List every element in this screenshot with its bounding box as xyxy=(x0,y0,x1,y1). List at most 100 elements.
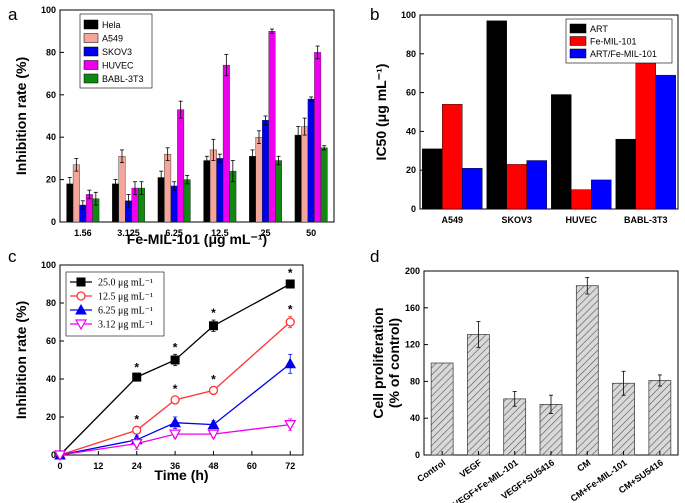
c-y-axis-title: Inhibition rate (%) xyxy=(13,301,29,419)
b-plot-frame xyxy=(419,14,679,210)
d-y-axis-title-2: (% of control) xyxy=(386,318,402,408)
c-significance-star: * xyxy=(288,302,293,316)
d-bar xyxy=(503,398,527,456)
a-ytick-label: 40 xyxy=(46,132,56,142)
a-xtick-label: 3.125 xyxy=(117,228,140,238)
b-ytick-label: 60 xyxy=(406,88,416,98)
b-ytick-label: 100 xyxy=(401,10,416,20)
a-ytick-label: 20 xyxy=(46,175,56,185)
c-ytick-label: 60 xyxy=(46,336,56,346)
c-legend-marker xyxy=(74,319,88,331)
b-bar xyxy=(506,164,527,210)
a-bar-huvec xyxy=(268,31,276,223)
d-bar xyxy=(575,285,599,456)
c-marker xyxy=(207,429,220,441)
c-significance-star: * xyxy=(173,340,178,354)
b-legend-label: Fe-MIL-101 xyxy=(590,37,637,47)
c-marker xyxy=(132,372,142,382)
b-ytick-label: 80 xyxy=(406,49,416,59)
d-y-axis-title: Cell proliferation xyxy=(370,307,386,418)
b-y-axis-title: IC50 (μg mL⁻¹) xyxy=(373,64,389,161)
a-bar-hela xyxy=(249,156,256,223)
a-bar-skov3 xyxy=(307,98,315,223)
c-series-line xyxy=(59,363,291,456)
c-marker xyxy=(169,429,182,441)
b-bar xyxy=(422,148,443,210)
a-ytick-label: 100 xyxy=(41,5,56,15)
a-legend-label: A549 xyxy=(102,34,123,44)
c-marker xyxy=(53,450,67,462)
a-bar-skov3 xyxy=(216,158,224,223)
a-ytick-label: 0 xyxy=(51,217,56,227)
panel-label-c: c xyxy=(8,247,17,266)
c-significance-star: * xyxy=(211,306,216,320)
c-significance-star: * xyxy=(134,413,139,427)
b-ytick-label: 0 xyxy=(411,204,416,214)
d-ytick-label: 120 xyxy=(405,340,420,350)
b-xtick-label: BABL-3T3 xyxy=(624,215,668,225)
c-marker xyxy=(170,395,180,405)
b-bar xyxy=(442,104,463,210)
a-legend-swatch xyxy=(83,73,99,84)
b-ytick-label: 40 xyxy=(406,126,416,136)
chart-a: 0 20 40 60 80 100 1.56 3.125 6.25 12.5 25 50 Fe-MIL-… xyxy=(13,5,335,247)
chart-b: 0 20 40 60 80 100 A549 SKOV3 HUVEC BABL-3T3 IC50 (… xyxy=(373,10,679,225)
a-bar-hela xyxy=(112,183,119,223)
a-bar-babl-3t3 xyxy=(183,179,191,223)
b-legend-label: ART/Fe-MIL-101 xyxy=(590,49,657,59)
c-xtick-label: 36 xyxy=(170,461,180,471)
c-xtick-label: 48 xyxy=(208,461,218,471)
a-y-axis-title: Inhibition rate (%) xyxy=(13,57,29,175)
a-ytick-label: 80 xyxy=(46,47,56,57)
b-bar xyxy=(635,57,656,210)
c-xtick-label: 0 xyxy=(57,461,62,471)
b-bar xyxy=(615,138,636,210)
a-bar-a549 xyxy=(164,153,172,223)
b-xtick-label: HUVEC xyxy=(565,215,597,225)
c-ytick-label: 80 xyxy=(46,298,56,308)
a-xtick-label: 1.56 xyxy=(74,228,92,238)
c-ytick-label: 100 xyxy=(41,260,56,270)
c-marker xyxy=(208,385,219,396)
a-legend-swatch xyxy=(83,60,99,70)
a-xtick-label: 50 xyxy=(306,228,316,238)
c-significance-star: * xyxy=(211,373,216,387)
a-bar-hela xyxy=(294,134,302,223)
c-marker xyxy=(284,420,297,431)
a-legend-swatch xyxy=(83,33,99,43)
a-xtick-label: 25 xyxy=(260,228,270,238)
a-bar-huvec xyxy=(177,109,185,223)
d-bar xyxy=(648,380,672,456)
c-ytick-label: 0 xyxy=(51,450,56,460)
b-bar xyxy=(591,179,612,210)
c-plot-frame xyxy=(59,264,304,456)
b-xtick-label: SKOV3 xyxy=(501,215,532,225)
b-legend-label: ART xyxy=(590,24,608,34)
a-bar-babl-3t3 xyxy=(320,147,328,223)
c-marker xyxy=(130,439,143,450)
a-bar-huvec xyxy=(222,64,230,223)
c-marker xyxy=(169,416,181,428)
b-legend-swatch xyxy=(569,36,587,46)
c-legend-marker xyxy=(75,303,87,315)
a-legend-label: BABL-3T3 xyxy=(102,74,144,84)
b-bar xyxy=(486,20,507,210)
b-bar xyxy=(571,189,592,210)
b-bar xyxy=(526,160,547,210)
a-bar-skov3 xyxy=(262,120,269,223)
a-bar-a549 xyxy=(72,164,80,223)
b-ytick-label: 20 xyxy=(406,165,416,175)
c-marker xyxy=(285,279,295,289)
a-bar-a549 xyxy=(118,156,126,223)
c-legend-marker xyxy=(76,291,86,301)
c-legend-marker xyxy=(76,277,86,287)
a-bar-a549 xyxy=(255,136,263,223)
c-marker xyxy=(208,321,218,331)
d-xtick-label: Control xyxy=(415,457,447,484)
chart-c: 0 20 40 60 80 100 0 12 24 36 48 60 72 * * * * * * * * Time (h… xyxy=(13,260,304,483)
a-ytick-label: 60 xyxy=(46,90,56,100)
b-legend-swatch xyxy=(569,48,587,59)
c-marker xyxy=(207,418,220,430)
